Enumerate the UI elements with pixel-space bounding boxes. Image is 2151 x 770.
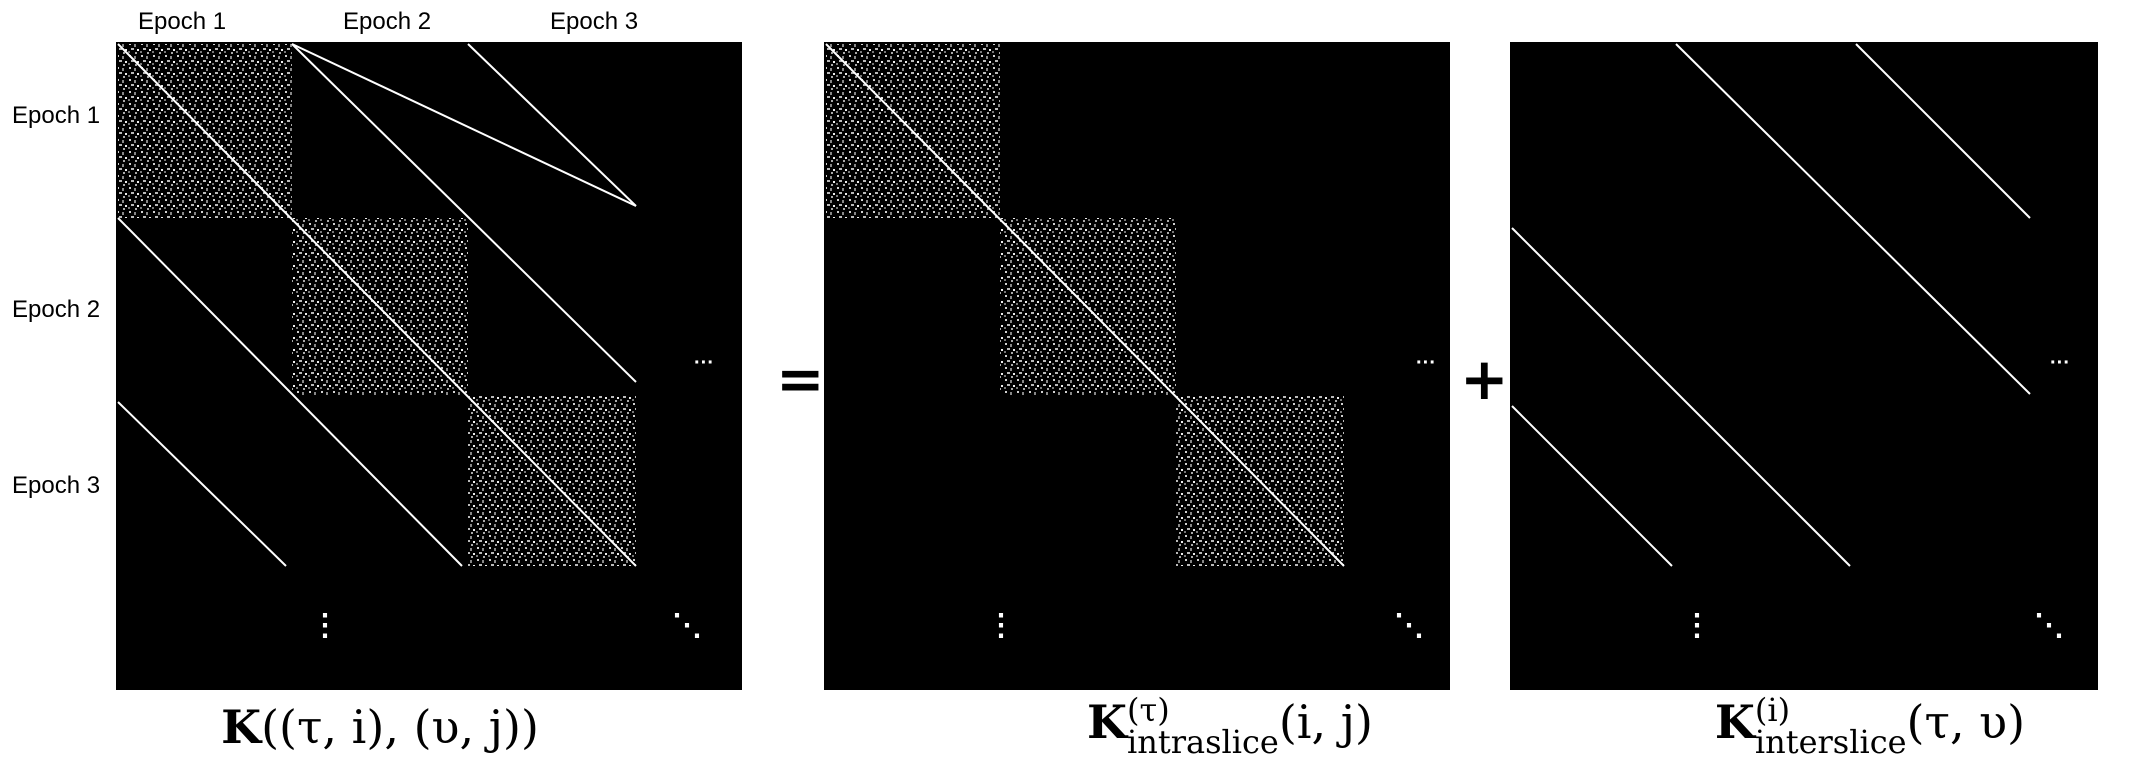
horizontal-ellipsis: ··· bbox=[2050, 352, 2070, 374]
column-label-epoch-1: Epoch 1 bbox=[138, 8, 227, 35]
column-label-epoch-2: Epoch 2 bbox=[343, 8, 432, 35]
off-diagonal-upper-1 bbox=[291, 43, 637, 383]
row-label-epoch-2: Epoch 2 bbox=[12, 296, 101, 323]
kernel-args: (i, j) bbox=[1278, 695, 1373, 749]
vertical-ellipsis: ⋮ bbox=[986, 609, 1016, 642]
off-diagonal-lower-1 bbox=[1511, 227, 1851, 567]
interslice-equation: K (i) interslice (τ, υ) bbox=[1660, 694, 2080, 764]
interslice-kernel-matrix: ··· ⋮ ⋱ bbox=[1510, 42, 2098, 690]
off-diagonal-lower-1 bbox=[117, 217, 463, 567]
kernel-subscript: interslice bbox=[1754, 723, 1907, 761]
intraslice-kernel-matrix: ··· ⋮ ⋱ bbox=[824, 42, 1450, 690]
row-label-epoch-3: Epoch 3 bbox=[12, 472, 101, 499]
full-kernel-equation: K((τ, i), (υ, j)) bbox=[180, 700, 580, 770]
kernel-subscript: intraslice bbox=[1127, 723, 1279, 761]
row-label-epoch-1: Epoch 1 bbox=[12, 102, 101, 129]
plus-sign: + bbox=[1460, 345, 1509, 413]
equals-sign: = bbox=[776, 345, 825, 413]
off-diagonal-upper-2 bbox=[467, 43, 637, 207]
main-diagonal bbox=[117, 43, 637, 567]
off-diagonal-1-2 bbox=[291, 43, 637, 207]
horizontal-ellipsis: ··· bbox=[694, 352, 714, 374]
off-diagonal-lower-2 bbox=[117, 401, 287, 567]
kernel-args: ((τ, i), (υ, j)) bbox=[261, 700, 539, 754]
full-kernel-matrix: ··· ⋮ ⋱ bbox=[116, 42, 742, 690]
main-diagonal bbox=[825, 43, 1345, 567]
vertical-ellipsis: ⋮ bbox=[310, 609, 340, 642]
column-label-epoch-3: Epoch 3 bbox=[550, 8, 639, 35]
off-diagonal-upper-1 bbox=[1675, 43, 2031, 395]
kernel-symbol: K bbox=[1714, 695, 1755, 749]
vertical-ellipsis: ⋮ bbox=[1682, 609, 1712, 642]
diagonal-ellipsis: ⋱ bbox=[1394, 609, 1424, 642]
intraslice-equation: K (τ) intraslice (i, j) bbox=[1020, 694, 1440, 764]
off-diagonal-lower-2 bbox=[1511, 405, 1673, 567]
kernel-symbol: K bbox=[221, 700, 262, 754]
diagonal-ellipsis: ⋱ bbox=[672, 609, 702, 642]
kernel-args: (τ, υ) bbox=[1906, 695, 2026, 749]
kernel-symbol: K bbox=[1087, 695, 1128, 749]
horizontal-ellipsis: ··· bbox=[1416, 352, 1436, 374]
diagonal-ellipsis: ⋱ bbox=[2034, 609, 2064, 642]
kernel-superscript: (i) bbox=[1754, 691, 1791, 729]
kernel-superscript: (τ) bbox=[1127, 691, 1170, 729]
off-diagonal-upper-2 bbox=[1855, 43, 2031, 219]
